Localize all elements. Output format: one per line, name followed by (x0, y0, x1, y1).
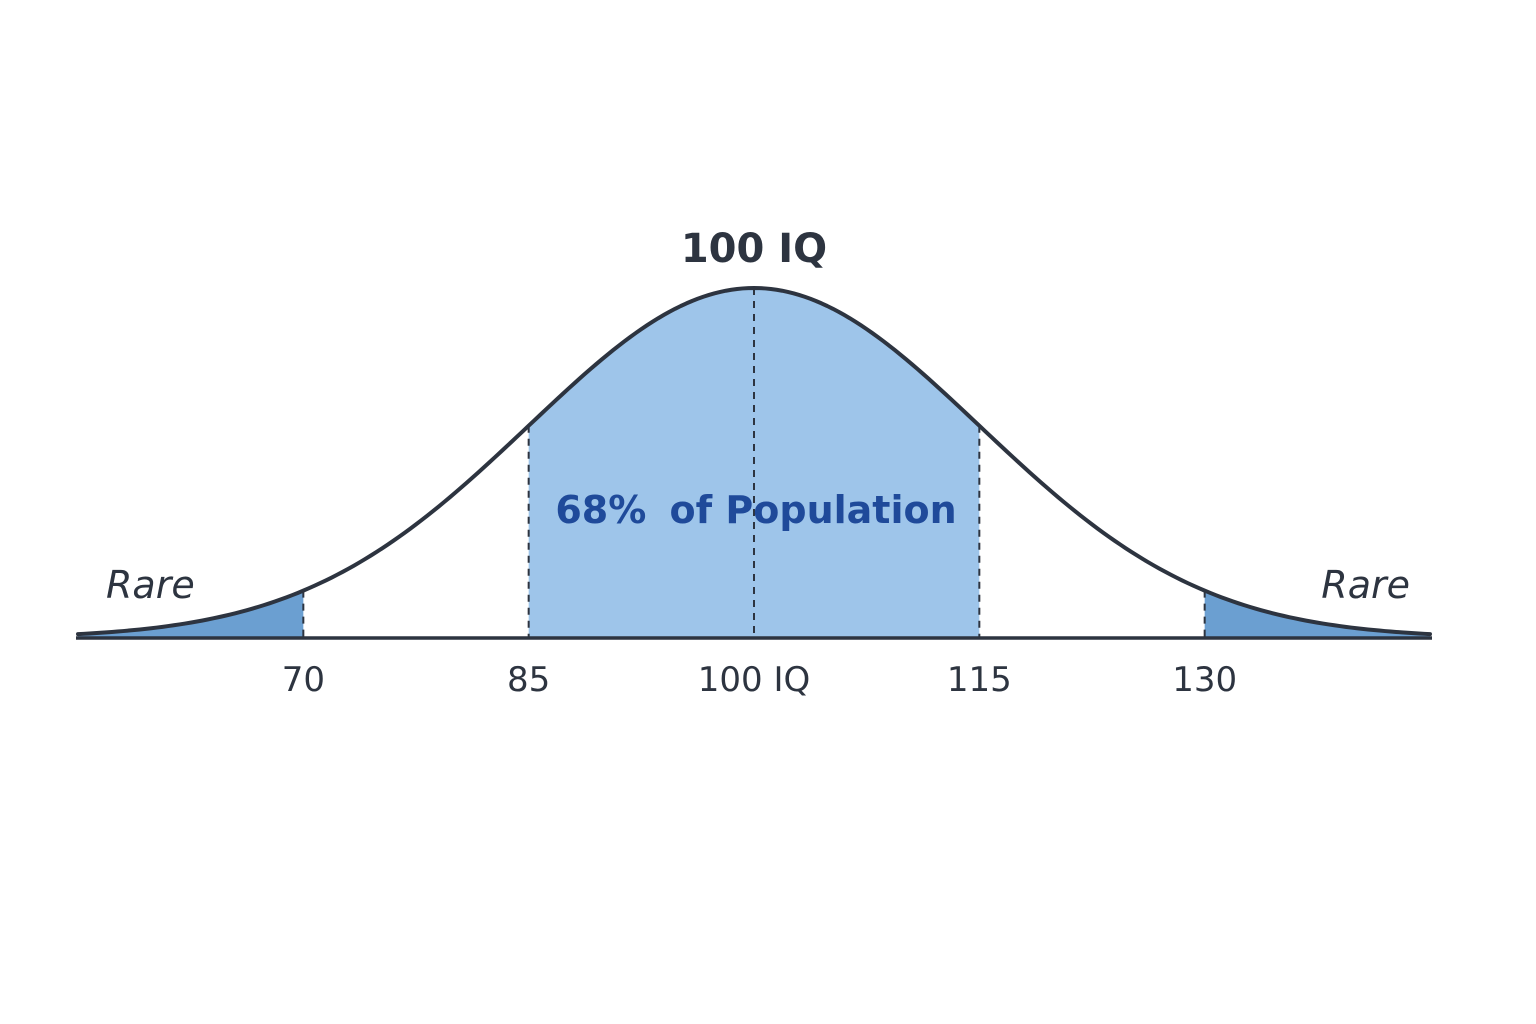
bell-curve-line (76, 286, 1432, 637)
tick-label-85: 85 (507, 660, 550, 700)
tick-label-100: 100 IQ (698, 660, 811, 700)
tail-fill-left (78, 590, 304, 638)
band-label: 68% of Population (555, 488, 956, 532)
tail-fill-right (1204, 590, 1430, 638)
tail-label-left: Rare (106, 563, 195, 607)
tick-label-130: 130 (1172, 660, 1237, 700)
dashed-guide-lines (302, 288, 1206, 638)
x-axis-tick-labels: 70 85 100 IQ 115 130 (282, 660, 1237, 700)
tick-label-115: 115 (947, 660, 1012, 700)
tick-label-70: 70 (282, 660, 325, 700)
peak-label: 100 IQ (681, 226, 827, 272)
band-percent: 68% (555, 488, 646, 532)
band-text: of Population (670, 488, 957, 532)
tail-label-right: Rare (1321, 563, 1410, 607)
